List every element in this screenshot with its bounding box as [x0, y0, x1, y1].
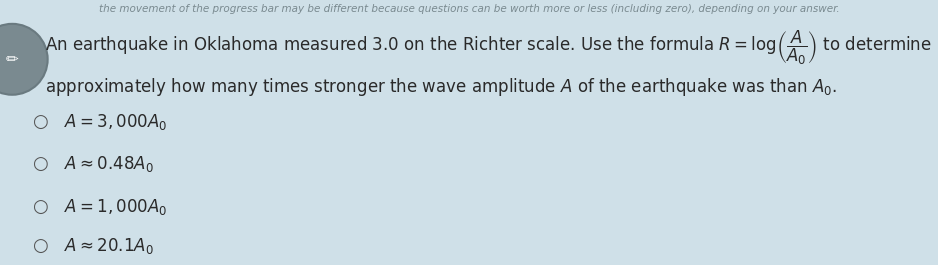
Text: ○: ○: [33, 237, 48, 255]
Text: approximately how many times stronger the wave amplitude $A$ of the earthquake w: approximately how many times stronger th…: [45, 76, 838, 99]
Text: ○: ○: [33, 113, 48, 131]
Text: ○: ○: [33, 155, 48, 173]
Text: $A = 3,000A_0$: $A = 3,000A_0$: [64, 112, 167, 132]
Text: ○: ○: [33, 198, 48, 216]
Text: $A = 1,000A_0$: $A = 1,000A_0$: [64, 197, 167, 217]
Text: ✏: ✏: [6, 52, 19, 67]
Text: the movement of the progress bar may be different because questions can be worth: the movement of the progress bar may be …: [98, 4, 840, 14]
Text: An earthquake in Oklahoma measured 3.0 on the Richter scale. Use the formula $R : An earthquake in Oklahoma measured 3.0 o…: [45, 29, 931, 67]
Text: $A \approx 20.1A_0$: $A \approx 20.1A_0$: [64, 236, 154, 257]
Circle shape: [0, 24, 48, 95]
Text: $A \approx 0.48A_0$: $A \approx 0.48A_0$: [64, 154, 154, 174]
